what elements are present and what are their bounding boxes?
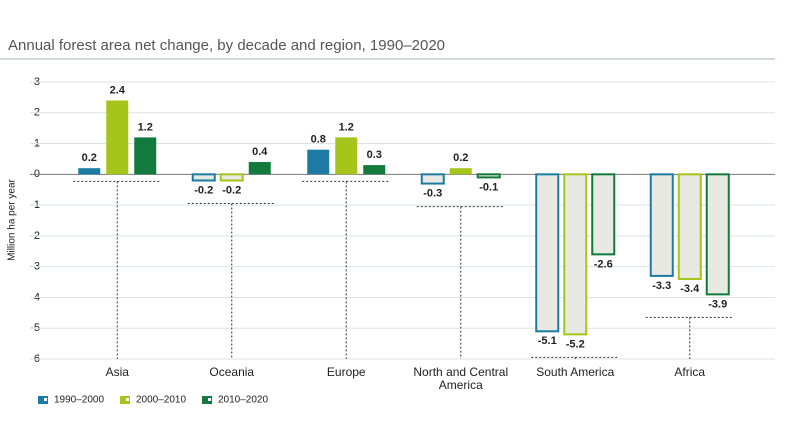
value-label: 1.2 <box>138 121 153 133</box>
value-label: -2.6 <box>594 258 613 270</box>
bar <box>476 173 501 179</box>
legend-swatch-inner <box>126 398 129 401</box>
value-label: -5.2 <box>566 338 585 350</box>
value-label: 2.4 <box>110 84 126 96</box>
x-tick-label: Europe <box>326 366 366 379</box>
bar <box>191 173 216 182</box>
x-tick-label: Asia <box>105 366 129 379</box>
bar <box>591 173 616 256</box>
bar <box>134 137 157 175</box>
bar <box>335 137 358 175</box>
value-label: -0.2 <box>194 184 213 196</box>
value-label: 0.8 <box>311 134 326 146</box>
legend-swatch <box>202 396 212 404</box>
value-label: -3.4 <box>680 283 700 295</box>
value-label: 0.2 <box>453 152 468 164</box>
x-tick-label: Africa <box>674 366 706 379</box>
x-label-box: South America <box>536 366 615 379</box>
bar <box>449 168 472 175</box>
value-label: -3.9 <box>708 298 727 310</box>
bar <box>649 173 674 277</box>
x-label-box: Africa <box>674 366 706 379</box>
value-label: -3.3 <box>652 280 671 292</box>
x-label-box: Oceania <box>209 366 255 379</box>
bar <box>106 100 129 175</box>
bar <box>420 173 445 185</box>
bar <box>705 173 730 296</box>
legend-swatch <box>120 396 130 404</box>
x-label-box: Asia <box>105 366 129 379</box>
bar <box>219 173 244 182</box>
value-label: -0.1 <box>479 181 498 193</box>
value-label: -0.3 <box>423 187 442 199</box>
bar <box>248 162 271 175</box>
bar <box>307 149 330 175</box>
x-tick-label: Oceania <box>209 366 255 379</box>
bar <box>677 173 702 280</box>
legend-label: 1990–2000 <box>54 395 104 406</box>
x-label-box: Europe <box>326 366 366 379</box>
y-axis-label: Million ha per year <box>7 178 18 260</box>
bar <box>535 173 560 333</box>
value-label: -0.2 <box>222 184 241 196</box>
x-tick-label: North and Central America <box>413 366 509 392</box>
value-label: -5.1 <box>538 335 557 347</box>
value-label: 0.3 <box>367 149 382 161</box>
bar <box>363 165 386 175</box>
legend-label: 2010–2020 <box>218 395 268 406</box>
x-tick-label: South America <box>536 366 615 379</box>
value-label: 0.2 <box>82 152 97 164</box>
bar <box>78 168 101 175</box>
legend-label: 2000–2010 <box>136 395 186 406</box>
legend-swatch-inner <box>208 398 211 401</box>
bar <box>563 173 588 336</box>
legend-swatch-inner <box>44 398 47 401</box>
x-label-box: North and Central America <box>413 366 509 392</box>
value-label: 0.4 <box>252 146 268 158</box>
chart-title: Annual forest area net change, by decade… <box>8 37 445 54</box>
value-label: 1.2 <box>339 121 354 133</box>
legend-swatch <box>38 396 48 404</box>
